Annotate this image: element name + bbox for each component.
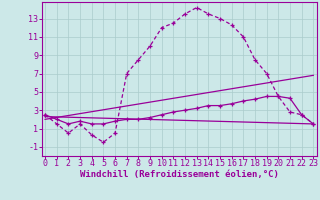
X-axis label: Windchill (Refroidissement éolien,°C): Windchill (Refroidissement éolien,°C) [80, 170, 279, 179]
